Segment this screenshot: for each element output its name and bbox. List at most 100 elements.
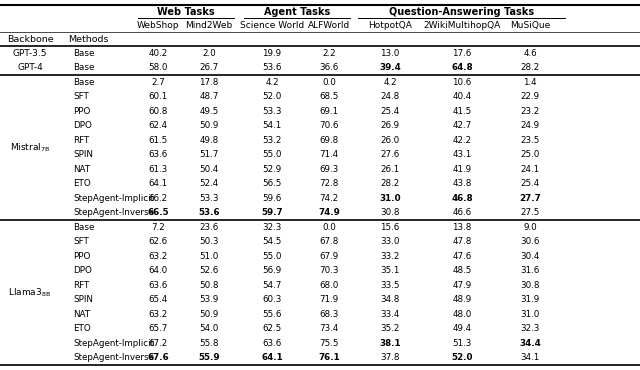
Text: 69.1: 69.1: [319, 107, 339, 116]
Text: 13.8: 13.8: [452, 223, 472, 232]
Text: 53.3: 53.3: [262, 107, 282, 116]
Text: 55.8: 55.8: [199, 339, 219, 348]
Text: 68.0: 68.0: [319, 281, 339, 290]
Text: 73.4: 73.4: [319, 324, 339, 333]
Text: HotpotQA: HotpotQA: [368, 21, 412, 30]
Text: 74.2: 74.2: [319, 194, 339, 203]
Text: 2.2: 2.2: [322, 49, 336, 58]
Text: 58.0: 58.0: [148, 63, 168, 72]
Text: 49.4: 49.4: [452, 324, 472, 333]
Text: 48.0: 48.0: [452, 310, 472, 319]
Text: GPT-3.5: GPT-3.5: [13, 49, 47, 58]
Text: 31.6: 31.6: [520, 266, 540, 275]
Text: 37.8: 37.8: [380, 353, 400, 362]
Text: 52.0: 52.0: [451, 353, 473, 362]
Text: 72.8: 72.8: [319, 179, 339, 188]
Text: 34.1: 34.1: [520, 353, 540, 362]
Text: 30.6: 30.6: [520, 237, 540, 246]
Text: 28.2: 28.2: [380, 179, 399, 188]
Text: 69.3: 69.3: [319, 165, 339, 174]
Text: 28.2: 28.2: [520, 63, 540, 72]
Text: MuSiQue: MuSiQue: [510, 21, 550, 30]
Text: 39.4: 39.4: [379, 63, 401, 72]
Text: 27.7: 27.7: [519, 194, 541, 203]
Text: NAT: NAT: [73, 165, 90, 174]
Text: NAT: NAT: [73, 310, 90, 319]
Text: ETO: ETO: [73, 179, 91, 188]
Text: 43.1: 43.1: [452, 150, 472, 159]
Text: 42.2: 42.2: [452, 136, 472, 145]
Text: 60.1: 60.1: [148, 92, 168, 101]
Text: 23.2: 23.2: [520, 107, 540, 116]
Text: 13.0: 13.0: [380, 49, 400, 58]
Text: 19.9: 19.9: [262, 49, 282, 58]
Text: StepAgent-Implicit: StepAgent-Implicit: [73, 194, 154, 203]
Text: 63.6: 63.6: [148, 281, 168, 290]
Text: 51.0: 51.0: [199, 252, 219, 261]
Text: 38.1: 38.1: [379, 339, 401, 348]
Text: 70.6: 70.6: [319, 121, 339, 130]
Text: 43.8: 43.8: [452, 179, 472, 188]
Text: Base: Base: [73, 63, 94, 72]
Text: 53.6: 53.6: [262, 63, 282, 72]
Text: 61.5: 61.5: [148, 136, 168, 145]
Text: ETO: ETO: [73, 324, 91, 333]
Text: SFT: SFT: [73, 92, 89, 101]
Text: 64.1: 64.1: [148, 179, 168, 188]
Text: 2.0: 2.0: [202, 49, 216, 58]
Text: 25.4: 25.4: [380, 107, 399, 116]
Text: Methods: Methods: [68, 34, 108, 44]
Text: 56.9: 56.9: [262, 266, 282, 275]
Text: 68.5: 68.5: [319, 92, 339, 101]
Text: 54.1: 54.1: [262, 121, 282, 130]
Text: 65.7: 65.7: [148, 324, 168, 333]
Text: SPIN: SPIN: [73, 150, 93, 159]
Text: Web Tasks: Web Tasks: [157, 7, 215, 17]
Text: 31.9: 31.9: [520, 295, 540, 304]
Text: 68.3: 68.3: [319, 310, 339, 319]
Text: 33.5: 33.5: [380, 281, 400, 290]
Text: DPO: DPO: [73, 121, 92, 130]
Text: 67.8: 67.8: [319, 237, 339, 246]
Text: 41.9: 41.9: [452, 165, 472, 174]
Text: 24.8: 24.8: [380, 92, 399, 101]
Text: 63.6: 63.6: [262, 339, 282, 348]
Text: 47.9: 47.9: [452, 281, 472, 290]
Text: RFT: RFT: [73, 136, 90, 145]
Text: 35.1: 35.1: [380, 266, 400, 275]
Text: 59.6: 59.6: [262, 194, 282, 203]
Text: 71.4: 71.4: [319, 150, 339, 159]
Text: 51.7: 51.7: [199, 150, 219, 159]
Text: 34.4: 34.4: [519, 339, 541, 348]
Text: 61.3: 61.3: [148, 165, 168, 174]
Text: 52.4: 52.4: [200, 179, 219, 188]
Text: 76.1: 76.1: [318, 353, 340, 362]
Text: 55.6: 55.6: [262, 310, 282, 319]
Text: Llama3$_{8\mathrm{B}}$: Llama3$_{8\mathrm{B}}$: [8, 286, 51, 299]
Text: 56.5: 56.5: [262, 179, 282, 188]
Text: 46.8: 46.8: [451, 194, 473, 203]
Text: 26.9: 26.9: [380, 121, 399, 130]
Text: 42.7: 42.7: [452, 121, 472, 130]
Text: 27.5: 27.5: [520, 208, 540, 217]
Text: 4.2: 4.2: [383, 78, 397, 87]
Text: 9.0: 9.0: [523, 223, 537, 232]
Text: 67.6: 67.6: [147, 353, 169, 362]
Text: SFT: SFT: [73, 237, 89, 246]
Text: 35.2: 35.2: [380, 324, 400, 333]
Text: 70.3: 70.3: [319, 266, 339, 275]
Text: Base: Base: [73, 223, 94, 232]
Text: 53.6: 53.6: [198, 208, 220, 217]
Text: 27.6: 27.6: [380, 150, 399, 159]
Text: Mind2Web: Mind2Web: [186, 21, 232, 30]
Text: 0.0: 0.0: [322, 223, 336, 232]
Text: 67.2: 67.2: [148, 339, 168, 348]
Text: 54.0: 54.0: [199, 324, 219, 333]
Text: 25.4: 25.4: [520, 179, 540, 188]
Text: 33.0: 33.0: [380, 237, 400, 246]
Text: 53.3: 53.3: [199, 194, 219, 203]
Text: Base: Base: [73, 49, 94, 58]
Text: 59.7: 59.7: [261, 208, 283, 217]
Text: 46.6: 46.6: [452, 208, 472, 217]
Text: 2.7: 2.7: [151, 78, 165, 87]
